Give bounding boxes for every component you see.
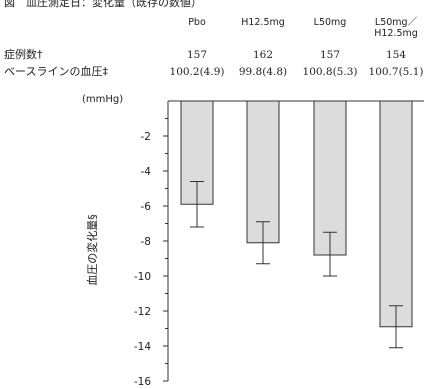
unit-label: (mmHg): [82, 94, 123, 105]
baseline-value: 100.7(5.1): [369, 66, 424, 78]
y-tick-label: -8: [141, 236, 151, 248]
n-value: 154: [386, 49, 406, 61]
category-label: Pbo: [188, 17, 206, 28]
category-label: L50mg: [314, 17, 347, 28]
y-tick-label: -4: [141, 166, 152, 178]
y-tick-label: -10: [134, 271, 151, 283]
y-tick-label: -14: [134, 341, 151, 353]
baseline-value: 100.2(4.9): [170, 66, 225, 78]
figure-title: 図 血圧測定日：変化量（既存の数値）: [4, 0, 202, 9]
n-value: 157: [320, 49, 340, 61]
n-row-label: 症例数†: [4, 47, 43, 61]
baseline-value: 99.8(4.8): [239, 66, 287, 78]
bar: [313, 100, 347, 256]
category-label: H12.5mg: [374, 28, 418, 39]
y-axis-label: 血圧の変化量§: [85, 214, 99, 286]
baseline-row-label: ベースラインの血圧‡: [4, 64, 108, 78]
n-value: 157: [187, 49, 207, 61]
bar: [379, 100, 413, 328]
y-tick-label: -6: [141, 201, 152, 213]
y-tick-label: -16: [134, 376, 151, 388]
bar: [246, 100, 280, 244]
baseline-value: 100.8(5.3): [303, 66, 358, 78]
category-label: L50mg／: [375, 17, 418, 28]
category-label: H12.5mg: [241, 17, 285, 28]
y-tick-label: -12: [134, 306, 151, 318]
n-value: 162: [253, 49, 273, 61]
y-tick-label: -2: [141, 131, 151, 143]
